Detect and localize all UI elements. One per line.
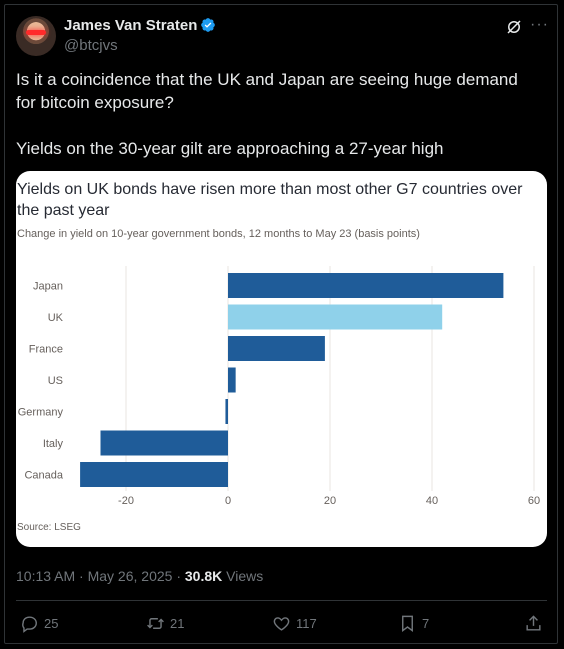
- verified-badge-icon: [201, 18, 216, 32]
- tweet-paragraph-1: Is it a coincidence that the UK and Japa…: [16, 70, 518, 112]
- category-label: Germany: [18, 407, 64, 419]
- tweet-text: Is it a coincidence that the UK and Japa…: [16, 68, 541, 160]
- tweet-meta: 10:13 AM · May 26, 2025 · 30.8K Views: [16, 568, 263, 584]
- chart-title: Yields on UK bonds have risen more than …: [17, 181, 523, 219]
- x-tick-label: 20: [324, 495, 336, 507]
- reply-button[interactable]: 25: [20, 613, 58, 633]
- bookmark-icon: [402, 615, 413, 632]
- repost-count: 21: [170, 615, 185, 631]
- post-timestamp[interactable]: 10:13 AM · May 26, 2025 ·: [16, 568, 185, 584]
- bookmark-button[interactable]: 7: [398, 613, 429, 633]
- category-label: UK: [48, 312, 64, 324]
- category-label: Canada: [24, 470, 63, 482]
- share-icon: [526, 614, 541, 631]
- x-tick-label: 40: [426, 495, 438, 507]
- bar-chart: -20 0 20 40 60 Japan UK France US Germany Italy Can…: [18, 266, 540, 507]
- like-button[interactable]: 117: [272, 613, 317, 633]
- repost-icon: [147, 617, 164, 629]
- bar-italy: [100, 430, 228, 456]
- tweet-paragraph-2: Yields on the 30-year gilt are approachi…: [16, 139, 444, 158]
- bar-canada: [80, 462, 228, 487]
- bar-japan: [228, 273, 504, 298]
- avatar[interactable]: [16, 16, 56, 56]
- category-label: Italy: [43, 438, 64, 450]
- heart-icon: [273, 616, 290, 631]
- bar-france: [228, 336, 325, 361]
- chart-source: Source: LSEG: [17, 522, 81, 533]
- category-label: Japan: [33, 281, 63, 293]
- x-tick-label: -20: [118, 495, 134, 507]
- author-handle[interactable]: @btcjvs: [64, 37, 118, 54]
- chart-subtitle: Change in yield on 10-year government bo…: [17, 228, 420, 240]
- tweet-frame: [4, 4, 558, 644]
- like-count: 117: [296, 615, 317, 631]
- share-button[interactable]: [524, 613, 548, 633]
- reply-count: 25: [44, 615, 59, 631]
- reply-icon: [22, 615, 37, 633]
- category-label: US: [48, 375, 63, 387]
- more-options-icon[interactable]: ···: [530, 16, 549, 33]
- repost-button[interactable]: 21: [146, 613, 184, 633]
- divider: [16, 600, 547, 601]
- category-label: France: [29, 344, 63, 356]
- grok-icon[interactable]: [505, 18, 523, 36]
- x-tick-label: 0: [225, 495, 231, 507]
- bookmark-count: 7: [422, 615, 430, 631]
- bar-uk: [228, 304, 443, 330]
- x-tick-label: 60: [528, 495, 540, 507]
- views-count: 30.8K: [184, 568, 223, 584]
- views-label: Views: [222, 568, 264, 584]
- chart-image-card[interactable]: -20 0 20 40 60 Japan UK France US Germany Italy Can…: [16, 171, 547, 547]
- author-name[interactable]: James Van Straten: [64, 17, 216, 34]
- bar-germany: [225, 399, 228, 424]
- bar-us: [228, 367, 236, 393]
- avatar-glow: [26, 30, 46, 35]
- author-name-text[interactable]: James Van Straten: [64, 17, 198, 34]
